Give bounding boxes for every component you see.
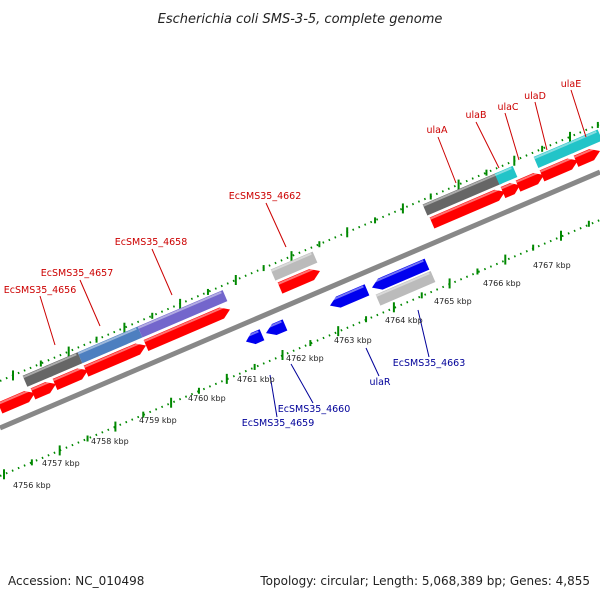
cds-reverse [369,258,430,290]
label-leader-line [417,309,430,358]
gene-block [567,129,600,154]
forward-dotted-rail [0,123,600,382]
tick-label: 4761 kbp [237,375,275,384]
cds-forward [30,379,57,400]
scale-tick-labels: 4756 kbp 4757 kbp 4758 kbp 4759 kbp 4760 kbp… [13,261,571,490]
tick-label: 4756 kbp [13,481,51,490]
gene-block [494,165,518,185]
cds-forward [429,187,505,229]
gene-features [0,129,600,414]
label-leader-line [475,121,500,169]
label-leader-line [265,202,287,248]
gene-block [375,271,436,306]
tick-label: 4766 kbp [483,279,521,288]
gene-block [137,290,228,338]
tick-label: 4758 kbp [91,437,129,446]
cds-forward [573,146,600,167]
label-leader-line [437,136,457,184]
gene-block [533,141,575,168]
gene-label-ecsms35-4659: EcSMS35_4659 [242,418,315,429]
gene-label-ecsms35-4657: EcSMS35_4657 [41,268,114,279]
gene-label-ulab: ulaB [466,110,487,121]
gene-label-ulae: ulaE [561,79,581,90]
gene-label-ulad: ulaD [524,91,546,102]
cds-forward [515,170,545,192]
map-title: Escherichia coli SMS-3-5, complete genom… [158,12,443,27]
cds-forward [83,341,146,377]
cds-forward [277,266,320,294]
label-leader-line [290,363,314,404]
gene-labels: EcSMS35_4656 EcSMS35_4657 EcSMS35_4658 EcSM… [4,79,587,429]
label-leader-line [570,89,587,138]
cds-reverse [327,284,370,308]
gene-label-ecsms35-4662: EcSMS35_4662 [229,191,302,202]
genome-backbone [0,169,600,431]
gene-block [22,365,53,387]
label-leader-line [504,112,520,161]
cds-forward [0,388,35,414]
label-leader-line [365,347,380,377]
tick-label: 4762 kbp [286,354,324,363]
cds-forward [539,156,579,182]
gene-label-ecsms35-4660: EcSMS35_4660 [278,404,351,415]
gene-label-ulaa: ulaA [427,125,448,136]
genome-summary-text: Topology: circular; Length: 5,068,389 bp… [259,574,590,588]
accession-text: Accession: NC_010498 [8,574,144,588]
tick-label: 4765 kbp [434,297,472,306]
gene-block [45,352,83,377]
cds-forward [143,305,231,351]
label-leader-line [79,279,101,327]
cds-forward [500,181,520,199]
cds-reverse [243,329,265,345]
tick-label: 4763 kbp [334,336,372,345]
tick-label: 4764 kbp [385,316,423,325]
label-leader-line [39,295,56,346]
tick-label: 4760 kbp [188,394,226,403]
cds-forward [52,366,88,390]
reverse-dotted-rail [0,219,600,477]
scale-ticks [3,121,599,480]
gene-block [77,326,143,364]
gene-label-ecsms35-4658: EcSMS35_4658 [115,237,188,248]
gene-label-ular: ulaR [369,377,390,388]
tick-label: 4757 kbp [42,459,80,468]
cds-reverse [263,319,288,336]
label-leader-line [269,374,278,418]
gene-label-ulac: ulaC [497,102,518,113]
tick-label: 4767 kbp [533,261,571,270]
gene-block [422,172,503,216]
tick-label: 4759 kbp [139,416,177,425]
gene-label-ecsms35-4656: EcSMS35_4656 [4,285,77,296]
label-leader-line [151,248,173,296]
gene-label-ecsms35-4663: EcSMS35_4663 [393,358,466,369]
label-leader-line [534,101,548,151]
gene-block [270,251,318,281]
